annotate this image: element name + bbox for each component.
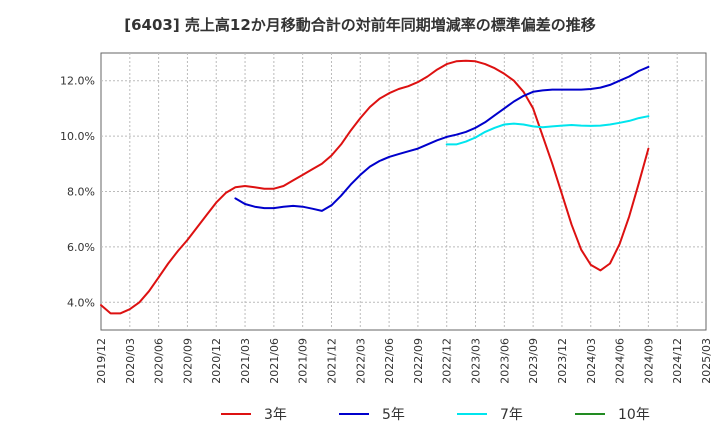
x-tick-label: 2022/06 [383,338,396,384]
x-tick-label: 2019/12 [95,338,108,384]
x-tick-label: 2024/06 [614,338,627,384]
legend-label: 3年 [264,407,287,423]
grid-lines [101,53,706,330]
x-tick-label: 2023/09 [527,338,540,384]
x-tick-label: 2021/09 [297,338,310,384]
x-tick-label: 2021/12 [325,338,338,384]
x-tick-label: 2023/03 [470,338,483,384]
legend: 3年 5年 7年 10年 [221,407,650,423]
legend-label: 7年 [500,407,523,423]
series-line [100,59,650,315]
x-tick-label: 2024/12 [671,338,684,384]
x-tick-label: 2023/06 [498,338,511,384]
x-tick-label: 2022/03 [354,338,367,384]
series-lines [100,59,650,315]
x-tick-label: 2022/09 [412,338,425,384]
legend-label: 5年 [382,407,405,423]
x-tick-label: 2024/09 [642,338,655,384]
y-tick-label: 4.0% [67,296,95,309]
x-tick-label: 2020/06 [153,338,166,384]
x-tick-label: 2020/09 [181,338,194,384]
x-tick-label: 2021/03 [239,338,252,384]
x-tick-label: 2025/03 [700,338,713,384]
y-tick-label: 10.0% [60,130,95,143]
y-axis-ticks: 4.0% 6.0% 8.0% 10.0% 12.0% [60,75,95,310]
x-tick-label: 2024/03 [585,338,598,384]
y-tick-label: 8.0% [67,186,95,199]
x-tick-label: 2020/12 [210,338,223,384]
plot-area [100,52,707,331]
series-line [234,65,650,212]
y-tick-label: 6.0% [67,241,95,254]
y-tick-label: 12.0% [60,75,95,88]
x-tick-label: 2022/12 [441,338,454,384]
chart-title: [6403] 売上高12か月移動合計の対前年同期増減率の標準偏差の推移 [124,16,596,34]
x-tick-label: 2023/12 [556,338,569,384]
x-axis-ticks: 2019/12 2020/03 2020/06 2020/09 2020/12 2021/… [95,338,713,384]
x-tick-label: 2021/06 [268,338,281,384]
legend-label: 10年 [618,407,650,423]
series-line [445,115,650,146]
x-tick-label: 2020/03 [124,338,137,384]
